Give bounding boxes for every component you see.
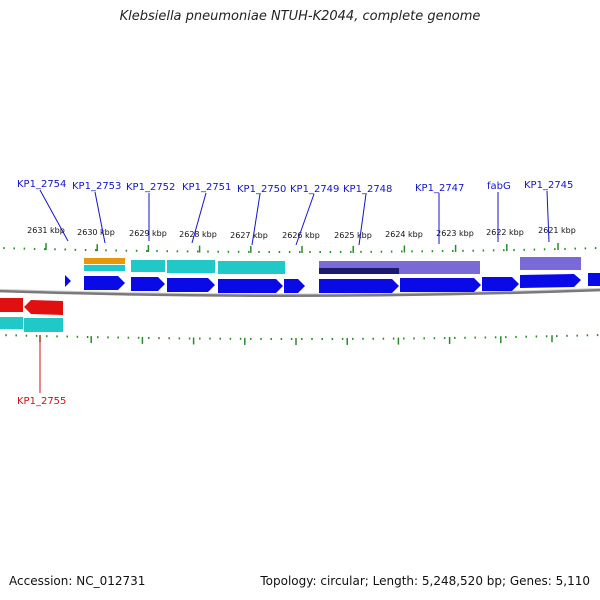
scale-label: 2624 kbp xyxy=(385,230,423,239)
scale-label: 2621 kbp xyxy=(538,226,576,235)
gene-arrow-forward[interactable] xyxy=(84,276,125,290)
scale-label: 2626 kbp xyxy=(282,231,320,240)
genome-backbone xyxy=(0,288,600,298)
scale-labels: 2631 kbp 2630 kbp 2629 kbp 2628 kbp 2627 kbp… xyxy=(27,226,576,240)
gene-label-kp1-2752[interactable]: KP1_2752 xyxy=(126,182,175,193)
gene-arrow-reverse[interactable] xyxy=(0,298,23,312)
scale-label: 2629 kbp xyxy=(129,229,167,238)
gene-labels: KP1_2754 KP1_2753 KP1_2752 KP1_2751 KP1_… xyxy=(17,179,573,407)
gene-arrow-forward[interactable] xyxy=(319,279,399,293)
feature-bar-teal xyxy=(218,261,285,274)
gene-arrow-forward[interactable] xyxy=(520,274,581,288)
callout-line xyxy=(94,191,106,244)
scale-label: 2625 kbp xyxy=(334,231,372,240)
scale-label: 2623 kbp xyxy=(436,229,474,238)
callout-line xyxy=(295,193,315,246)
callout-line xyxy=(251,193,261,246)
callout-line xyxy=(358,193,367,246)
genome-summary: Topology: circular; Length: 5,248,520 bp… xyxy=(260,574,590,588)
gene-arrows xyxy=(0,273,600,315)
feature-bar-navy xyxy=(319,268,399,274)
scale-ticks-upper xyxy=(3,243,597,253)
feature-bar-orange xyxy=(84,258,125,264)
gene-label-kp1-2751[interactable]: KP1_2751 xyxy=(182,182,231,193)
gene-label-kp1-2748[interactable]: KP1_2748 xyxy=(343,184,392,195)
gene-label-kp1-2745[interactable]: KP1_2745 xyxy=(524,180,573,191)
callout-line xyxy=(39,189,69,242)
callout-line xyxy=(546,190,550,243)
feature-bar-teal xyxy=(24,318,63,332)
gene-label-kp1-2747[interactable]: KP1_2747 xyxy=(415,183,464,194)
feature-bar-teal xyxy=(131,260,165,272)
accession-label: Accession: NC_012731 xyxy=(9,574,146,588)
gene-label-kp1-2754[interactable]: KP1_2754 xyxy=(17,179,66,190)
scale-label: 2622 kbp xyxy=(486,228,524,237)
feature-bar-teal xyxy=(167,260,215,273)
scale-label: 2631 kbp xyxy=(27,226,65,235)
gene-label-kp1-2749[interactable]: KP1_2749 xyxy=(290,184,339,195)
gene-label-fabg[interactable]: fabG xyxy=(487,181,511,192)
map-title: Klebsiella pneumoniae NTUH-K2044, comple… xyxy=(119,9,481,24)
gene-arrow-forward[interactable] xyxy=(284,279,305,293)
feature-bar-teal xyxy=(0,317,23,329)
genome-backbone-highlight xyxy=(0,287,600,295)
feature-bar-teal xyxy=(84,265,125,271)
gene-arrow-forward[interactable] xyxy=(131,277,165,291)
feature-bar-purple xyxy=(520,257,581,270)
scale-label: 2630 kbp xyxy=(77,228,115,237)
gene-label-kp1-2750[interactable]: KP1_2750 xyxy=(237,184,286,195)
scale-label: 2627 kbp xyxy=(230,231,268,240)
gene-arrow-forward[interactable] xyxy=(482,277,519,291)
gene-arrow-forward[interactable] xyxy=(167,278,215,292)
gene-arrow-forward[interactable] xyxy=(218,279,283,293)
scale-ticks-lower xyxy=(5,334,599,345)
gene-arrow-forward[interactable] xyxy=(400,278,481,292)
gene-arrow-forward[interactable] xyxy=(65,275,71,287)
gene-arrow-forward[interactable] xyxy=(588,273,600,286)
gene-arrow-reverse[interactable] xyxy=(24,300,63,315)
feature-tracks xyxy=(0,257,581,332)
callout-line xyxy=(191,192,207,244)
scale-label: 2628 kbp xyxy=(179,230,217,239)
gene-label-kp1-2755[interactable]: KP1_2755 xyxy=(17,396,66,407)
gene-label-kp1-2753[interactable]: KP1_2753 xyxy=(72,181,121,192)
